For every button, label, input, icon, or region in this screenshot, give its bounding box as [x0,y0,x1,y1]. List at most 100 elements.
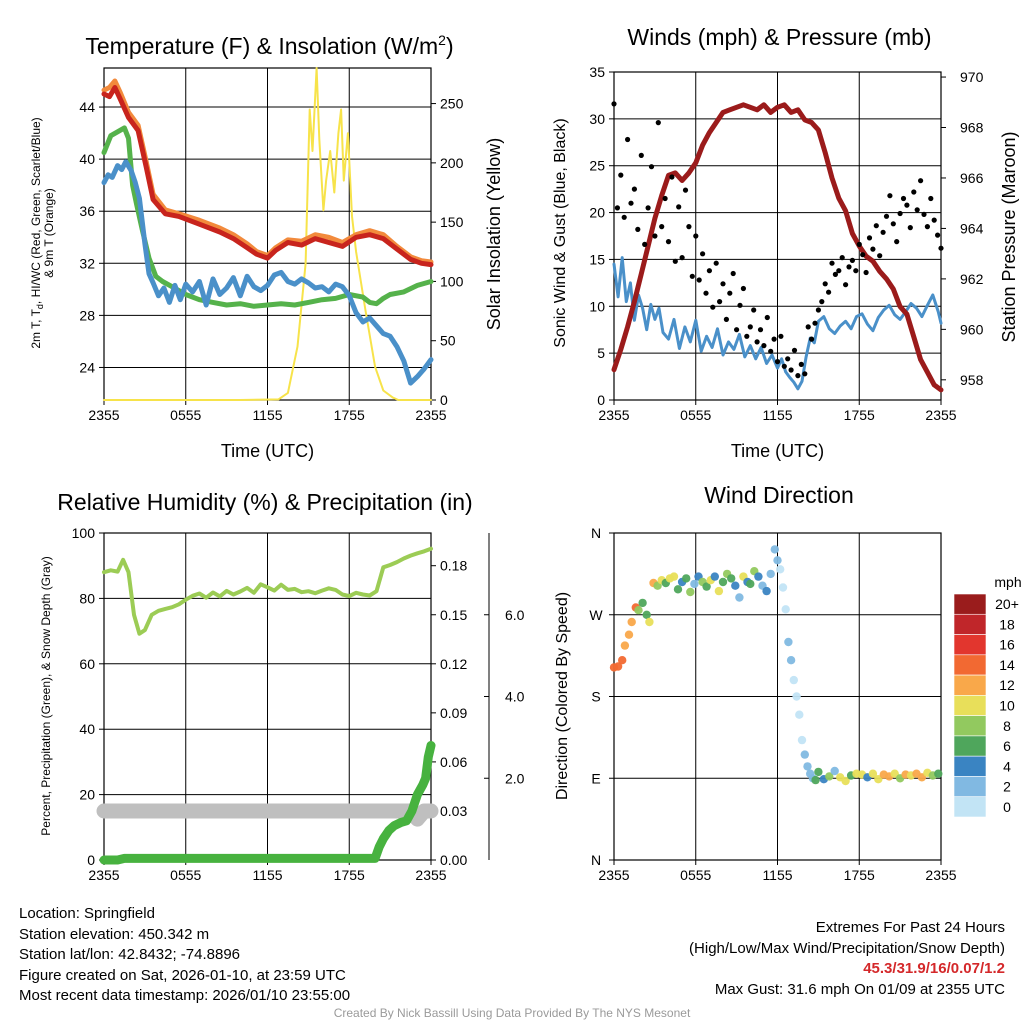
gust-point [826,289,832,295]
gust-point [761,343,767,349]
gust-point [809,336,815,342]
precip-ytick-label: 0.06 [440,754,467,770]
gust-point [904,202,910,208]
temp-ylabel-line1: 2m T, T [29,308,43,348]
colorbar-label: 12 [999,677,1015,693]
wind-xtick-label: 0555 [680,407,711,423]
gust-point [672,258,678,264]
direction-point [682,574,691,583]
gust-point [652,233,658,239]
dir-ytick-label: N [591,852,601,868]
gust-point [662,195,668,202]
insolation-ytick-label: 0 [440,392,448,408]
direction-point [795,710,804,719]
direction-point [702,582,711,591]
wind-frame [613,71,942,401]
colorbar-label: 16 [999,637,1015,653]
pressure-ytick-label: 964 [960,220,984,236]
temp-series-td [101,125,434,309]
gust-point [727,290,733,296]
gust-point [740,285,747,292]
rh-xtick-label: 0555 [170,867,201,883]
direction-point [714,586,724,596]
gust-point [863,269,869,276]
temp-series-2m-t [101,85,434,268]
colorbar-swatch [953,593,987,615]
temp-xlabel: Time (UTC) [221,441,314,461]
direction-point [789,675,798,685]
gust-point [907,225,913,231]
pressure-ytick-label: 970 [960,69,984,85]
station-elevation: Station elevation: 450.342 m [19,925,210,943]
gust-point [853,268,859,274]
gust-point [877,253,883,259]
precip-ytick-label: 0.03 [440,803,467,819]
gust-point [611,101,617,107]
temp-xtick-label: 2355 [88,407,119,423]
gust-point [734,327,740,333]
direction-point [613,662,623,671]
snow-ytick-label: 2.0 [505,770,525,786]
gust-point [720,281,726,287]
insolation-ytick-label: 250 [440,96,464,112]
colorbar-title: mph [994,574,1021,590]
gust-point [781,363,787,369]
gust-point [638,152,644,158]
gust-point [706,268,713,274]
extremes-legend: (High/Low/Max Wind/Precipitation/Snow De… [689,939,1005,957]
direction-point [830,766,839,776]
gust-point [849,257,856,263]
gust-point [682,187,689,193]
dir-xtick-label: 1755 [844,867,875,883]
insolation-ytick-label: 50 [440,333,456,349]
gust-point [737,302,743,308]
wind-ylabel: Sonic Wind & Gust (Blue, Black) [552,118,569,347]
direction-point [784,637,793,647]
pressure-ytick-label: 960 [960,321,984,337]
gust-point [778,333,784,339]
snow-ytick-label: 4.0 [505,689,525,705]
rh-ytick-label: 100 [72,525,96,541]
gust-point [843,282,849,288]
direction-point [727,574,736,583]
temp-ylabel-sub: d [35,304,45,309]
gust-point [679,255,685,261]
gust-point [764,314,770,321]
colorbar-label: 8 [1003,718,1011,734]
gust-point [819,299,825,305]
extremes-panel: Extremes For Past 24 Hours (High/Low/Max… [689,918,1005,1000]
gust-point [693,233,699,239]
wind-ytick-label: 30 [589,111,605,127]
latest-timestamp: Most recent data timestamp: 2026/01/10 2… [19,987,351,1004]
pressure-ytick-label: 962 [960,271,984,287]
direction-point [718,577,728,587]
colorbar-swatch [953,634,987,656]
temp-xtick-label: 1155 [252,407,282,423]
insolation-ytick-label: 150 [440,214,464,230]
pressure-ytick-label: 958 [960,372,984,388]
temp-ytick-label: 32 [79,255,95,271]
temp-ylabel-line2: & 9m T (Orange) [42,188,56,278]
colorbar-swatch [953,654,987,676]
temp-ylabel: 2m T, Td, HI/WC (Red, Green, Scarlet/Blu… [29,117,56,348]
rh-ytick-label: 80 [79,590,95,606]
colorbar-swatch [953,755,987,777]
direction-point [778,583,788,592]
direction-point [792,692,801,701]
snow-ytick-label: 6.0 [505,607,525,623]
temp-ytick-label: 36 [79,203,95,219]
figure-created: Figure created on Sat, 2026-01-10, at 23… [19,966,346,984]
gust-point [676,204,682,210]
gust-point [931,217,937,223]
direction-point [634,606,643,615]
direction-point [645,617,654,627]
gust-point [829,260,835,266]
temp-ytick-label: 28 [79,307,95,323]
gust-point [798,361,804,367]
gust-point [689,273,695,279]
dir-xtick-label: 2355 [598,867,629,883]
direction-point [686,587,695,597]
gust-point [822,281,828,287]
gust-point [935,232,941,238]
temp-title-close: ) [446,33,454,59]
